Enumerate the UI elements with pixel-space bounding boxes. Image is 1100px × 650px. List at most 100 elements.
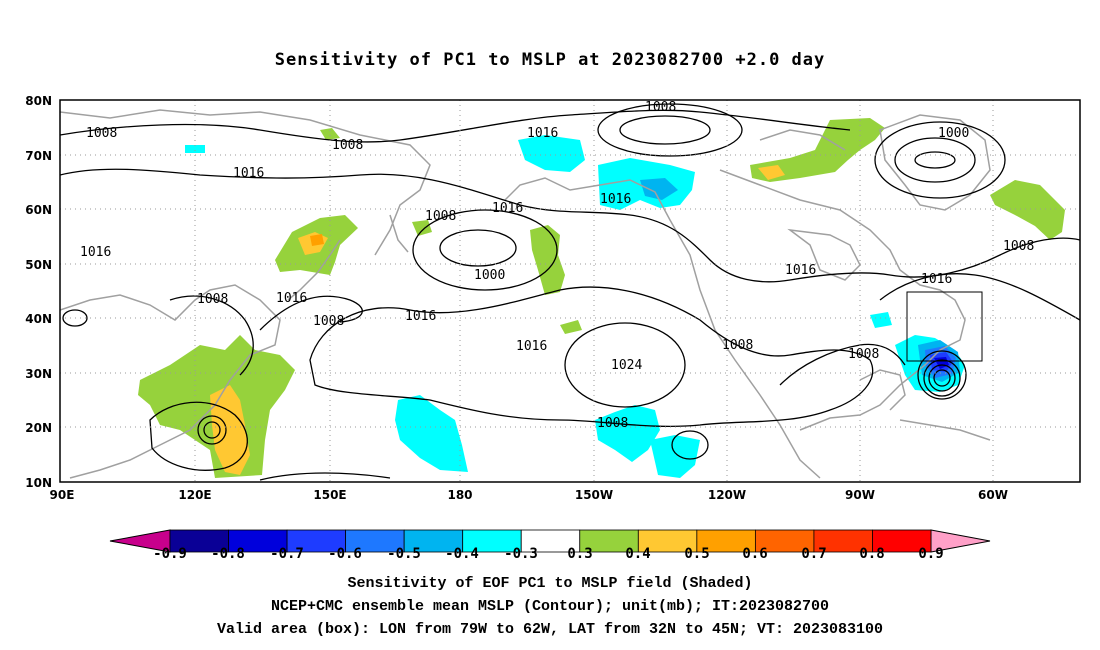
latitude-labels: 80N 70N 60N 50N 40N 30N 20N 10N [25, 94, 52, 490]
contour-label: 1008 [597, 416, 628, 431]
contour-label: 1008 [722, 338, 753, 353]
chart-title: Sensitivity of PC1 to MSLP at 2023082700… [274, 50, 826, 70]
lat-label: 20N [25, 421, 52, 435]
contour-hurricane-4 [917, 350, 967, 400]
longitude-labels: 90E 120E 150E 180 150W 120W 90W 60W [50, 488, 1008, 502]
lon-label: 90W [845, 488, 875, 502]
contour-west-1008 [169, 295, 254, 376]
lon-label: 150W [575, 488, 613, 502]
contour-northern-1016 [60, 168, 1080, 283]
colorbar-label: -0.6 [328, 546, 362, 562]
contour-label: 1016 [80, 245, 111, 260]
shade-negative-small-1 [185, 145, 205, 153]
shade-positive-small-2 [560, 320, 582, 334]
lat-label: 70N [25, 149, 52, 163]
contour-polar-low-inner [619, 115, 711, 145]
shade-positive-atlantic [990, 180, 1065, 240]
shade-positive-small-1 [412, 220, 432, 236]
colorbar-label: 0.3 [567, 546, 592, 562]
contour-label: 1016 [233, 166, 264, 181]
contour-hurricane-1 [933, 369, 951, 387]
coast-arctic-islands [759, 129, 846, 151]
contour-hurricane-3 [923, 359, 961, 397]
contour-icelandic-low-inner [914, 151, 956, 169]
shade-orange-japan [310, 234, 324, 246]
contour-hurricane-2 [928, 364, 956, 392]
shade-yellow-greenland [758, 165, 785, 180]
colorbar-label: 0.5 [684, 546, 709, 562]
contour-label: 1016 [921, 272, 952, 287]
shade-positive-small-3 [320, 128, 340, 140]
contour-label: 1016 [492, 201, 523, 216]
colorbar-label: 0.8 [859, 546, 884, 562]
contour-label: 1016 [405, 309, 436, 324]
lat-label: 10N [25, 476, 52, 490]
valid-area-box [906, 291, 983, 362]
lon-label: 60W [978, 488, 1008, 502]
shade-yellow-west-pacific [210, 385, 250, 475]
contour-south-1008 [259, 472, 391, 481]
contour-typhoon-1 [203, 421, 221, 439]
colorbar-label: -0.8 [211, 546, 245, 562]
contour-icelandic-low-mid [894, 137, 976, 183]
lat-label: 60N [25, 203, 52, 217]
lat-label: 80N [25, 94, 52, 108]
contour-west-small-low [62, 309, 88, 327]
shade-negative-central-pacific [395, 395, 468, 472]
caption-line-1: Sensitivity of EOF PC1 to MSLP field (Sh… [347, 575, 753, 592]
contour-label: 1016 [276, 291, 307, 306]
colorbar-segment [872, 529, 932, 553]
coast-japan [287, 239, 341, 301]
colorbar-label: 0.7 [801, 546, 826, 562]
contour-labels: 1008 1008 1008 1000 1016 1016 1016 1016 … [80, 100, 1034, 431]
coast-north-america [719, 169, 966, 431]
lon-label: 90E [50, 488, 75, 502]
contour-pacific-high-1024 [564, 322, 686, 408]
map-grid [60, 100, 1080, 482]
colorbar-label: 0.6 [742, 546, 767, 562]
shade-negative-east-pacific [595, 405, 660, 462]
contour-asia-low [149, 401, 248, 471]
colorbar: -0.9 -0.8 -0.7 -0.6 -0.5 -0.4 -0.3 0.3 0… [109, 529, 991, 562]
contour-label: 1008 [86, 126, 117, 141]
contour-label: 1008 [848, 347, 879, 362]
caption-line-3: Valid area (box): LON from 79W to 62W, L… [216, 621, 884, 638]
colorbar-label: -0.7 [270, 546, 304, 562]
contour-label: 1024 [611, 358, 642, 373]
contour-kurile-1016 [259, 295, 363, 331]
contour-label: 1008 [1003, 239, 1034, 254]
shade-negative-bering [518, 135, 585, 172]
colorbar-label: 0.4 [625, 546, 650, 562]
colorbar-label: -0.5 [387, 546, 421, 562]
coast-asia [60, 284, 281, 479]
lon-label: 180 [447, 488, 472, 502]
contour-label: 1000 [938, 126, 969, 141]
shade-positive-bering [530, 225, 565, 295]
coast-gulf-mexico [859, 369, 906, 411]
coast-alaska [504, 177, 821, 479]
contour-label: 1016 [527, 126, 558, 141]
shade-blue-alaska [640, 178, 678, 200]
contour-label: 1008 [313, 314, 344, 329]
shade-positive-greenland [750, 118, 885, 182]
contour-aleutian-low-1000 [439, 229, 517, 267]
lat-label: 30N [25, 367, 52, 381]
shade-negative-small-2 [870, 312, 892, 328]
lon-label: 120W [708, 488, 746, 502]
contour-north-atlantic-1008 [879, 273, 1080, 321]
colorbar-segments [169, 529, 932, 553]
caption-line-2: NCEP+CMC ensemble mean MSLP (Contour); u… [270, 598, 830, 615]
colorbar-labels: -0.9 -0.8 -0.7 -0.6 -0.5 -0.4 -0.3 0.3 0… [153, 546, 944, 562]
map-frame [59, 99, 1081, 483]
coast-caribbean [899, 419, 991, 441]
contour-typhoon-2 [197, 415, 227, 445]
lon-label: 150E [313, 488, 346, 502]
contour-polar-low-outer [597, 103, 743, 157]
mslp-contours [60, 103, 1080, 481]
contour-arctic-1008 [60, 109, 851, 143]
lat-label: 40N [25, 312, 52, 326]
lon-label: 120E [178, 488, 211, 502]
shading-layer [138, 118, 1065, 478]
contour-label: 1000 [474, 268, 505, 283]
